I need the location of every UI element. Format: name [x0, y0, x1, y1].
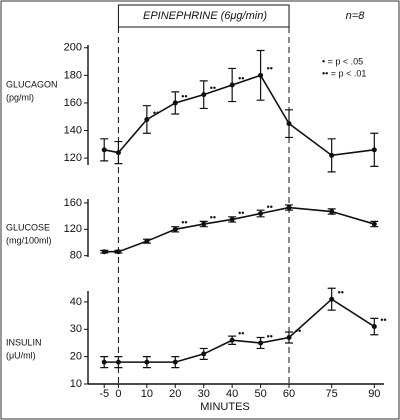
- data-point: [144, 238, 150, 244]
- y-tick-label: 10: [70, 378, 82, 390]
- y-axis-label: (mg/100ml): [6, 235, 52, 245]
- data-point: [101, 249, 107, 255]
- x-tick-label: -5: [99, 388, 109, 400]
- significance-mark: ••: [267, 202, 273, 212]
- legend-entry: • = p < .05: [322, 56, 363, 66]
- data-point: [229, 337, 235, 343]
- x-tick-label: 60: [283, 388, 295, 400]
- y-axis-label: (pg/ml): [6, 92, 34, 102]
- data-point: [172, 359, 178, 365]
- y-tick-label: 140: [64, 124, 82, 136]
- data-point: [258, 72, 264, 78]
- data-line: [104, 74, 375, 157]
- data-point: [258, 340, 264, 346]
- data-point: [371, 147, 377, 153]
- data-point: [115, 249, 121, 255]
- n-label: n=8: [346, 10, 366, 22]
- y-tick-label: 120: [64, 152, 82, 164]
- x-tick-label: 40: [226, 388, 238, 400]
- significance-mark: ••: [380, 315, 386, 325]
- y-tick-label: 20: [70, 351, 82, 363]
- y-tick-label: 30: [70, 323, 82, 335]
- x-tick-label: 90: [368, 388, 380, 400]
- x-tick-label: 75: [326, 388, 338, 400]
- data-point: [201, 92, 207, 98]
- data-point: [329, 152, 335, 158]
- y-tick-label: 160: [64, 97, 82, 109]
- data-point: [329, 296, 335, 302]
- legend-entry: •• = p < .01: [322, 68, 366, 78]
- data-point: [201, 221, 207, 227]
- y-tick-label: 180: [64, 69, 82, 81]
- significance-mark: ••: [181, 218, 187, 228]
- data-point: [101, 147, 107, 153]
- data-point: [172, 226, 178, 232]
- significance-mark: ••: [238, 73, 244, 83]
- significance-mark: ••: [210, 83, 216, 93]
- data-line: [104, 206, 375, 253]
- data-point: [115, 150, 121, 156]
- treatment-box: [117, 4, 290, 28]
- data-point: [371, 324, 377, 330]
- significance-mark: ••: [238, 208, 244, 218]
- y-axis-label: GLUCOSE: [6, 222, 50, 232]
- y-axis-label: INSULIN: [6, 337, 42, 347]
- data-point: [229, 216, 235, 222]
- significance-mark: ••: [338, 288, 344, 298]
- significance-mark: ••: [267, 64, 273, 74]
- significance-mark: ••: [295, 326, 301, 336]
- data-point: [144, 359, 150, 365]
- x-tick-label: 30: [198, 388, 210, 400]
- y-axis-label: (μU/ml): [6, 350, 36, 360]
- data-point: [258, 211, 264, 216]
- treatment-label: EPINEPHRINE (6μg/min): [143, 10, 267, 22]
- y-tick-label: 200: [64, 42, 82, 54]
- significance-mark: ••: [153, 108, 159, 118]
- x-tick-label: 10: [141, 388, 153, 400]
- x-tick-label: 20: [169, 388, 181, 400]
- y-axis-label: GLUCAGON: [6, 79, 58, 89]
- y-tick-label: 160: [64, 197, 82, 209]
- data-point: [201, 351, 207, 357]
- x-tick-label: 50: [254, 388, 266, 400]
- y-tick-label: 80: [70, 250, 82, 262]
- data-point: [144, 116, 150, 122]
- data-line: [104, 298, 375, 363]
- data-point: [286, 205, 292, 211]
- data-point: [172, 100, 178, 106]
- significance-mark: ••: [267, 331, 273, 341]
- data-point: [101, 359, 107, 365]
- x-axis-label: MINUTES: [200, 401, 250, 413]
- y-tick-label: 120: [64, 223, 82, 235]
- data-point: [371, 221, 377, 227]
- data-point: [229, 82, 235, 88]
- data-point: [286, 121, 292, 127]
- significance-mark: ••: [210, 212, 216, 222]
- data-point: [115, 359, 121, 365]
- significance-mark: ••: [238, 329, 244, 339]
- y-tick-label: 40: [70, 296, 82, 308]
- x-tick-label: 0: [115, 388, 121, 400]
- significance-mark: ••: [181, 91, 187, 101]
- data-point: [329, 209, 335, 215]
- data-point: [286, 335, 292, 340]
